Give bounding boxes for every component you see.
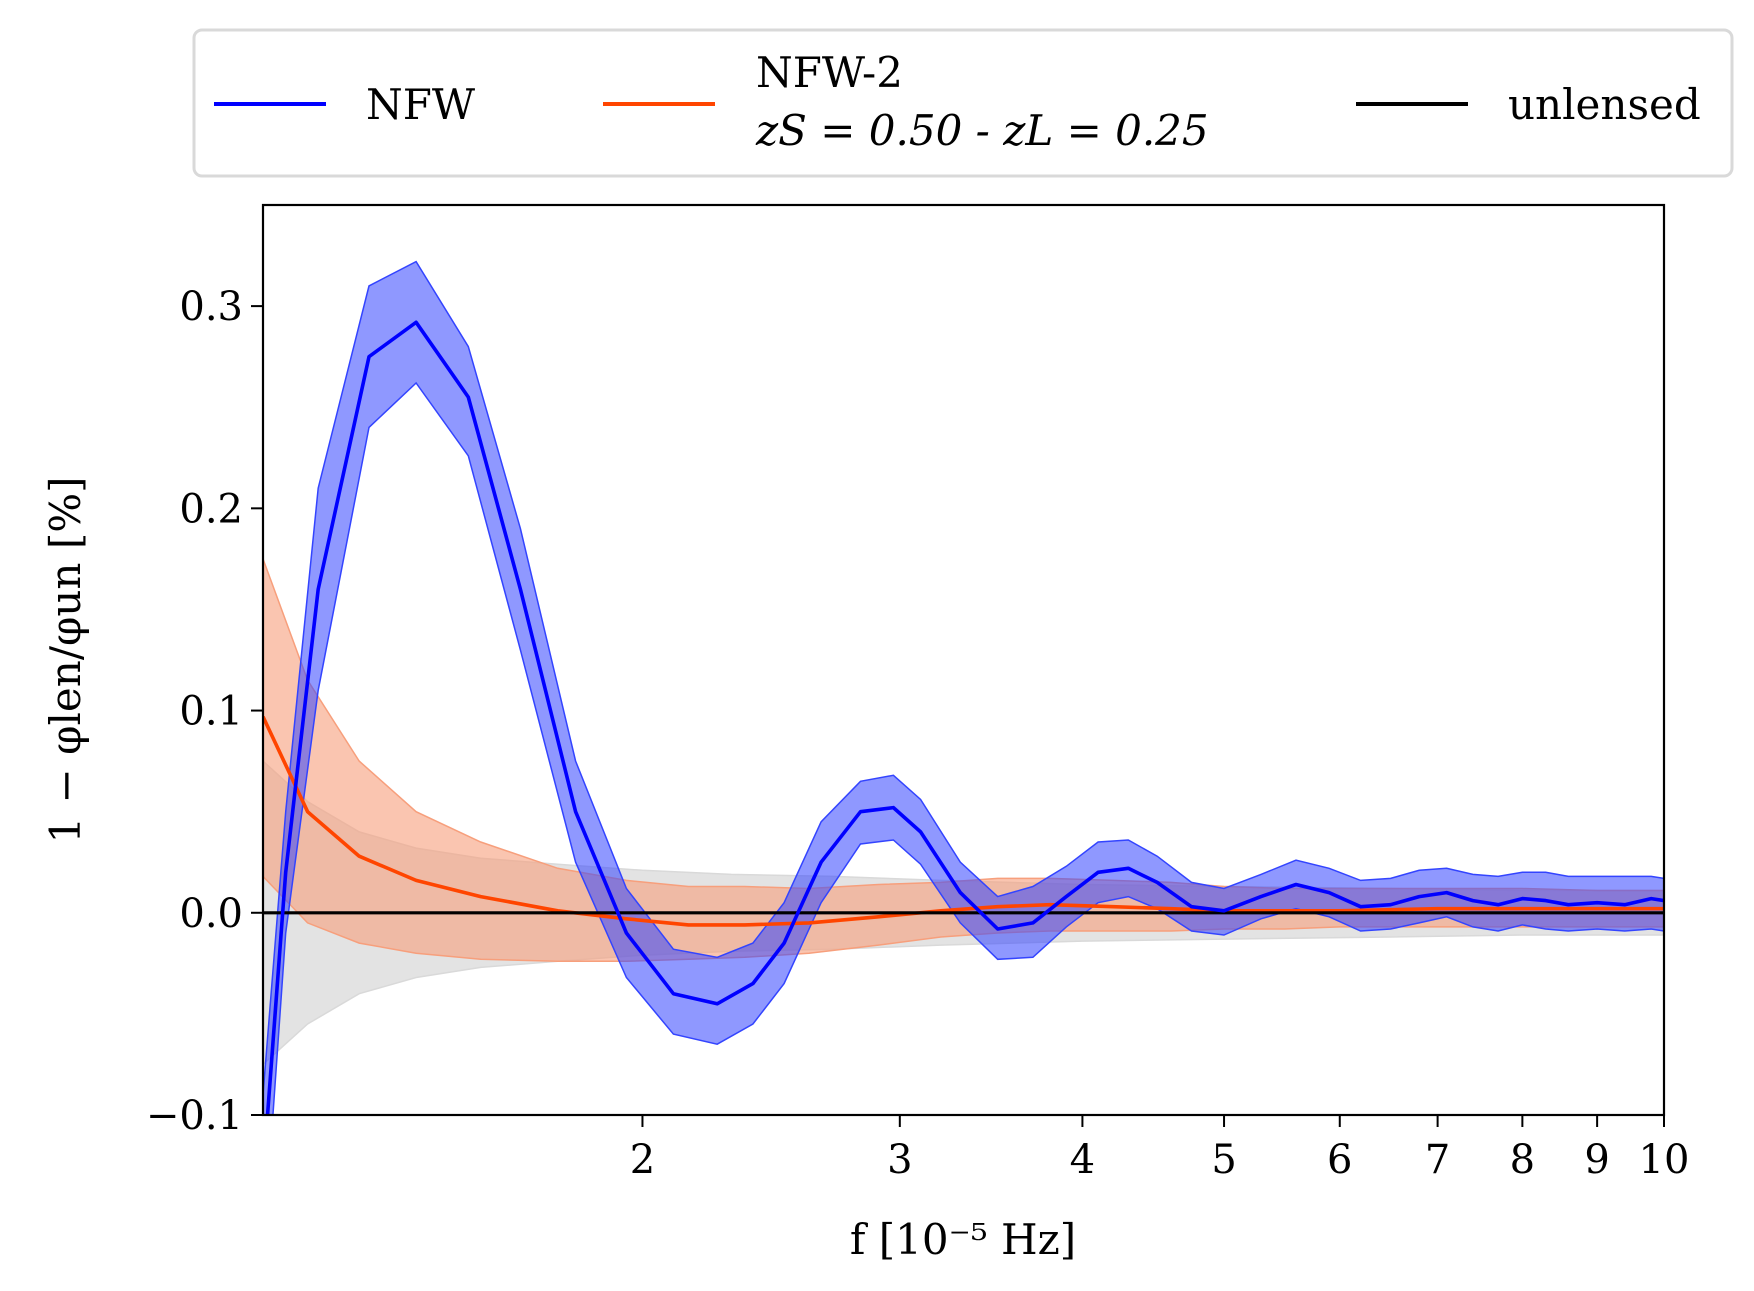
x-axis: 2 3 4 5 6 7 8 9 10 <box>630 1115 1690 1183</box>
y-tick-label: 0.1 <box>179 689 243 735</box>
y-tick-label: 0.2 <box>179 486 243 532</box>
legend-label-nfw-2: NFW-2 <box>756 48 903 97</box>
x-axis-label: f [10⁻⁵ Hz] <box>850 1215 1076 1264</box>
x-tick-label: 8 <box>1510 1137 1535 1183</box>
x-tick-label: 4 <box>1070 1137 1095 1183</box>
y-tick-label: −0.1 <box>146 1093 243 1139</box>
line-nfw <box>265 320 1664 1115</box>
y-tick-label: 0.3 <box>179 284 243 330</box>
legend-label-nfw: NFW <box>366 80 476 129</box>
legend-label-nfw-2-redshifts: zS = 0.50 - zL = 0.25 <box>755 106 1209 155</box>
line-nfw-2 <box>263 715 1664 927</box>
x-tick-label: 5 <box>1211 1137 1236 1183</box>
x-tick-label: 3 <box>887 1137 912 1183</box>
x-tick-label: 9 <box>1584 1137 1609 1183</box>
plot-area <box>263 260 1664 1115</box>
y-axis: −0.1 0.0 0.1 0.2 0.3 <box>146 284 263 1139</box>
axes-frame <box>261 203 1666 1117</box>
legend-label-unlensed: unlensed <box>1508 80 1701 129</box>
x-tick-label: 2 <box>630 1137 655 1183</box>
y-axis-label: 1 − φlen/φun [%] <box>41 476 90 843</box>
x-tick-label: 10 <box>1639 1137 1690 1183</box>
x-tick-label: 7 <box>1425 1137 1450 1183</box>
legend-frame <box>192 28 1734 178</box>
x-tick-label: 6 <box>1327 1137 1352 1183</box>
legend: NFW NFW-2 zS = 0.50 - zL = 0.25 unlensed <box>192 28 1734 178</box>
y-tick-label: 0.0 <box>179 891 243 937</box>
